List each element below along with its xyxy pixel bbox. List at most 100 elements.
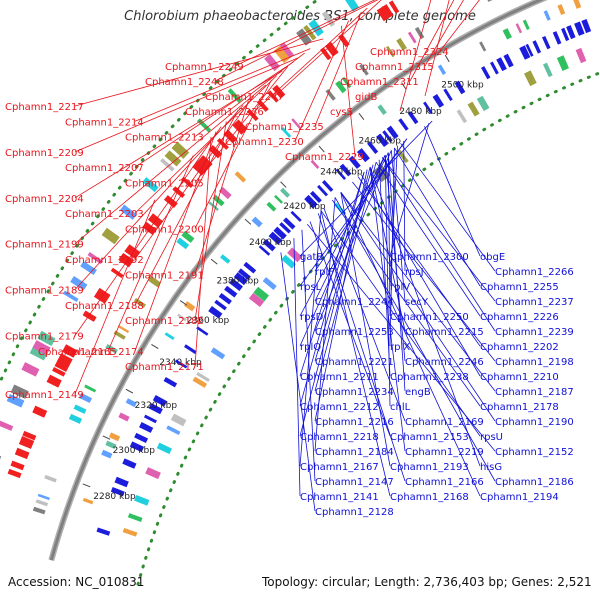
feature-block	[287, 247, 303, 263]
feature-block	[147, 275, 161, 288]
reverse-gene-label: Cphamn1_2246	[405, 357, 484, 368]
reverse-gene-label: rplF	[315, 267, 334, 278]
reverse-gene-label: Cphamn1_2147	[315, 477, 394, 488]
feature-block	[385, 45, 395, 58]
reverse-label-leader	[301, 229, 316, 482]
reverse-gene-arrow	[382, 130, 393, 143]
feature-block	[108, 432, 121, 442]
forward-label-leader	[74, 70, 283, 199]
feature-block	[274, 194, 283, 204]
reverse-gene-arrow	[454, 80, 466, 95]
forward-gene-label: Cphamn1_2311	[340, 77, 419, 88]
feature-block	[181, 230, 195, 243]
reverse-label-leader	[293, 238, 301, 497]
reverse-label-leader	[314, 197, 336, 452]
feature-block	[251, 216, 263, 228]
feature-block	[196, 118, 212, 133]
reverse-gene-label: gatB	[300, 252, 323, 263]
feature-block	[113, 330, 126, 340]
tick-mark	[318, 145, 325, 153]
forward-gene-arrow	[97, 287, 111, 299]
feature-block	[125, 398, 137, 408]
forward-gene-label: Cphamn1_2247	[205, 92, 284, 103]
feature-block	[6, 393, 25, 408]
reverse-gene-label: Cphamn1_2166	[405, 477, 484, 488]
reverse-label-leader	[340, 192, 481, 497]
tick-mark	[125, 388, 134, 394]
feature-block	[456, 109, 468, 124]
feature-block	[210, 347, 226, 360]
reverse-gene-label: Cphamn1_2250	[390, 312, 469, 323]
reverse-gene-arrow	[481, 66, 491, 80]
feature-block	[515, 23, 523, 34]
reverse-gene-label: rpsD	[300, 312, 324, 323]
tick-label: 2380 kbp	[216, 276, 259, 286]
reverse-gene-arrow	[496, 57, 507, 72]
reverse-label-leader	[340, 191, 496, 392]
reverse-label-leader	[352, 181, 496, 362]
feature-block	[122, 527, 138, 537]
feature-block	[575, 47, 587, 64]
feature-block	[84, 384, 97, 393]
feature-block	[105, 440, 117, 450]
feature-block	[37, 493, 50, 501]
reverse-gene-arrow	[490, 61, 499, 75]
reverse-gene-arrow	[237, 268, 251, 281]
feature-block	[118, 412, 130, 422]
reverse-gene-arrow	[208, 306, 223, 319]
forward-label-leader	[274, 0, 382, 97]
feature-block	[177, 313, 187, 322]
reverse-gene-label: Cphamn1_2266	[495, 267, 574, 278]
forward-gene-label: Cphamn1_2199	[5, 240, 84, 251]
forward-gene-label: Cphamn1_2189	[5, 286, 84, 297]
reverse-gene-label: Cphamn1_2141	[300, 492, 379, 503]
feature-block	[212, 194, 225, 207]
feature-block	[573, 0, 582, 9]
feature-block	[134, 494, 150, 506]
reverse-gene-label: Cphamn1_2216	[315, 417, 394, 428]
forward-gene-label: Cphamn1_2188	[65, 301, 144, 312]
forward-label-leader	[214, 0, 379, 82]
feature-block	[523, 70, 537, 87]
reverse-label-leader	[357, 176, 481, 347]
reverse-gene-arrow	[163, 376, 178, 388]
feature-block	[10, 384, 29, 399]
forward-gene-label: Cphamn1_2203	[65, 209, 144, 220]
reverse-gene-label: obgE	[480, 252, 505, 263]
feature-block	[78, 392, 93, 404]
outer-dotted-ring	[0, 0, 320, 386]
reverse-label-leader	[280, 252, 316, 512]
reverse-gene-arrow	[290, 210, 302, 222]
reverse-label-leader	[299, 166, 371, 437]
reverse-gene-arrow	[184, 344, 197, 354]
reverse-gene-label: Cphamn1_2187	[495, 387, 574, 398]
reverse-gene-arrow	[233, 272, 248, 286]
forward-gene-label: Cphamn1_2205	[125, 179, 204, 190]
reverse-gene-label: rpsL	[300, 282, 322, 293]
reverse-gene-label: Cphamn1_2211	[300, 372, 379, 383]
feature-block	[227, 88, 242, 103]
feature-block	[291, 118, 302, 129]
reverse-gene-label: Cphamn1_2210	[480, 372, 559, 383]
reverse-gene-arrow	[174, 359, 188, 369]
feature-block	[325, 89, 336, 101]
reverse-gene-label: rplQ	[300, 342, 321, 353]
tick-label: 2320 kbp	[135, 401, 178, 411]
reverse-label-leader	[340, 192, 391, 467]
feature-block	[82, 497, 94, 505]
tick-label: 2280 kbp	[93, 492, 136, 502]
reverse-label-leader	[307, 224, 496, 452]
feature-block	[479, 41, 487, 52]
reverse-gene-arrow	[386, 125, 399, 140]
forward-gene-arrow	[376, 6, 390, 22]
feature-block	[557, 4, 566, 16]
forward-gene-arrow	[142, 221, 157, 235]
reverse-gene-label: Cphamn1_2226	[480, 312, 559, 323]
reverse-label-leader	[309, 221, 391, 437]
tick-mark	[179, 300, 188, 306]
feature-block	[208, 201, 219, 211]
feature-block	[101, 227, 120, 245]
forward-label-leader	[294, 20, 350, 142]
